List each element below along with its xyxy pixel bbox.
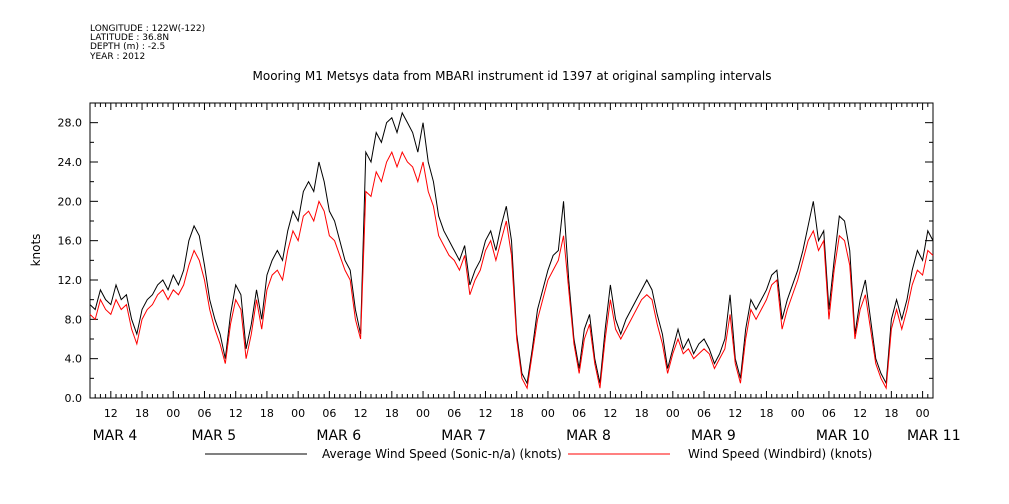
plot-frame (89, 102, 934, 399)
y-tick-label: 24.0 (58, 156, 83, 169)
y-tick-label: 0.0 (65, 392, 83, 405)
x-day-label: MAR 4 (93, 428, 138, 444)
x-axis-labels: 12 18 00 06 12 18 00 06 12 18 00 06 12 18 00 06 12 18 00 06… (93, 407, 961, 444)
x-hour-label: 00 (916, 407, 930, 420)
x-hour-label: 18 (385, 407, 399, 420)
x-day-label: MAR 10 (816, 428, 870, 444)
legend-label-sonic: Average Wind Speed (Sonic-n/a) (knots) (322, 447, 562, 461)
x-hour-label: 06 (572, 407, 586, 420)
x-hour-label: 18 (260, 407, 274, 420)
series-line-windbird (89, 150, 934, 390)
x-hour-label: 00 (666, 407, 680, 420)
x-hour-label: 12 (478, 407, 492, 420)
y-axis-ticks: 0.0 4.0 8.0 12.0 16.0 20.0 24.0 28.0 (58, 102, 933, 405)
x-hour-label: 06 (447, 407, 461, 420)
x-day-label: MAR 5 (191, 428, 236, 444)
x-hour-label: 12 (728, 407, 742, 420)
x-hour-label: 18 (510, 407, 524, 420)
x-day-label: MAR 6 (316, 428, 361, 444)
x-hour-label: 00 (166, 407, 180, 420)
metadata-block: LONGITUDE : 122W(-122) LATITUDE : 36.8N … (89, 24, 205, 62)
x-day-label: MAR 9 (691, 428, 736, 444)
y-tick-label: 16.0 (58, 235, 83, 248)
x-hour-label: 12 (603, 407, 617, 420)
x-hour-label: 12 (354, 407, 368, 420)
x-hour-label: 06 (822, 407, 836, 420)
meta-latitude: LATITUDE : 36.8N (90, 33, 169, 43)
x-hour-label: 12 (104, 407, 118, 420)
x-hour-label: 06 (697, 407, 711, 420)
x-hour-label: 12 (229, 407, 243, 420)
y-tick-label: 28.0 (58, 117, 83, 130)
series-line-sonic (89, 111, 934, 385)
x-hour-label: 00 (416, 407, 430, 420)
x-hour-label: 18 (884, 407, 898, 420)
meta-depth: DEPTH (m) : -2.5 (90, 42, 165, 52)
x-hour-label: 06 (197, 407, 211, 420)
meta-year: YEAR : 2012 (89, 52, 145, 62)
y-axis-label: knots (29, 234, 43, 267)
x-day-label: MAR 11 (907, 428, 961, 444)
x-hour-label: 12 (853, 407, 867, 420)
x-hour-label: 18 (135, 407, 149, 420)
y-tick-label: 20.0 (58, 195, 83, 208)
x-hour-label: 00 (291, 407, 305, 420)
x-hour-label: 18 (635, 407, 649, 420)
x-day-label: MAR 8 (566, 428, 611, 444)
meta-longitude: LONGITUDE : 122W(-122) (90, 24, 205, 34)
hour-minor-ticks (89, 103, 934, 398)
series-group (89, 111, 934, 390)
y-tick-label: 4.0 (65, 353, 83, 366)
chart-title: Mooring M1 Metsys data from MBARI instru… (253, 69, 772, 83)
x-day-label: MAR 7 (441, 428, 486, 444)
legend-label-windbird: Wind Speed (Windbird) (knots) (688, 447, 872, 461)
y-tick-label: 12.0 (58, 274, 83, 287)
y-tick-label: 8.0 (65, 313, 83, 326)
x-hour-label: 00 (541, 407, 555, 420)
legend: Average Wind Speed (Sonic-n/a) (knots) W… (205, 447, 872, 461)
x-hour-label: 00 (791, 407, 805, 420)
x-hour-label: 18 (759, 407, 773, 420)
x-hour-label: 06 (322, 407, 336, 420)
